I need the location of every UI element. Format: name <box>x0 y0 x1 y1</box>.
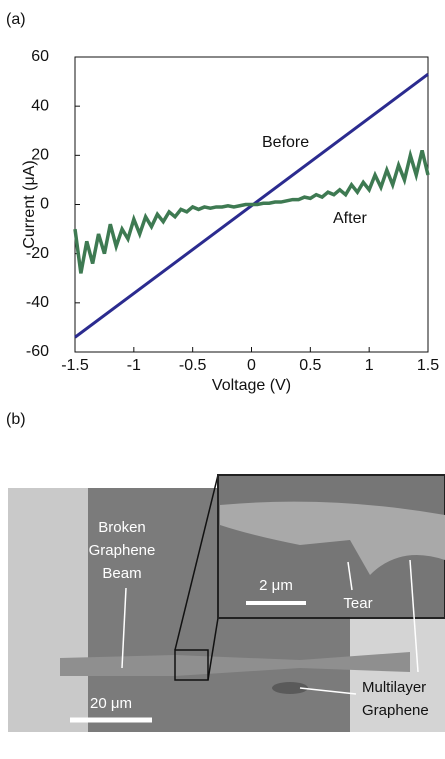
x-tick-label: 0.5 <box>299 357 321 374</box>
arrow <box>409 559 419 673</box>
arrow <box>299 687 357 695</box>
series-line <box>73 148 430 274</box>
y-tick-label: -40 <box>26 294 49 311</box>
series-label: Before <box>262 134 309 151</box>
zoom-box <box>174 649 209 681</box>
y-tick-label: 0 <box>40 196 49 213</box>
flake <box>272 682 308 694</box>
x-tick-label: -1.5 <box>61 357 89 374</box>
x-tick-label: 0 <box>247 357 256 374</box>
x-tick-label: 1.5 <box>417 357 439 374</box>
zoom-line <box>174 474 219 651</box>
y-axis-label: Current (μA) <box>21 160 38 248</box>
beam-label: Broken <box>98 519 146 536</box>
zoom-line <box>207 617 219 681</box>
inset-beam <box>220 501 445 575</box>
x-axis-label: Voltage (V) <box>212 377 291 394</box>
y-tick-label: -20 <box>26 245 49 262</box>
arrow <box>121 587 127 669</box>
panel-label: (b) <box>6 411 26 428</box>
x-tick-label: -0.5 <box>179 357 207 374</box>
sem-image: 2 μm Tear Broken Graphene Beam Multilaye… <box>8 474 445 732</box>
y-tick-label: 40 <box>31 97 49 114</box>
y-tick-label: 20 <box>31 147 49 164</box>
scale-label: 20 μm <box>90 695 132 712</box>
x-tick-label: -1 <box>127 357 141 374</box>
electrode <box>350 618 445 732</box>
multilayer-label: Multilayer <box>362 679 426 696</box>
series-label: After <box>333 210 367 227</box>
y-tick-label: -60 <box>26 343 49 360</box>
x-tick-label: 1 <box>365 357 374 374</box>
beam-label: Beam <box>102 565 141 582</box>
beam <box>60 652 410 676</box>
tear-label: Tear <box>343 595 372 612</box>
y-tick-label: 60 <box>31 48 49 65</box>
multilayer-label: Graphene <box>362 702 429 719</box>
beam-label: Graphene <box>89 542 156 559</box>
arrow <box>347 561 353 591</box>
panel-label: (a) <box>6 11 26 28</box>
scale-label: 2 μm <box>259 577 293 594</box>
